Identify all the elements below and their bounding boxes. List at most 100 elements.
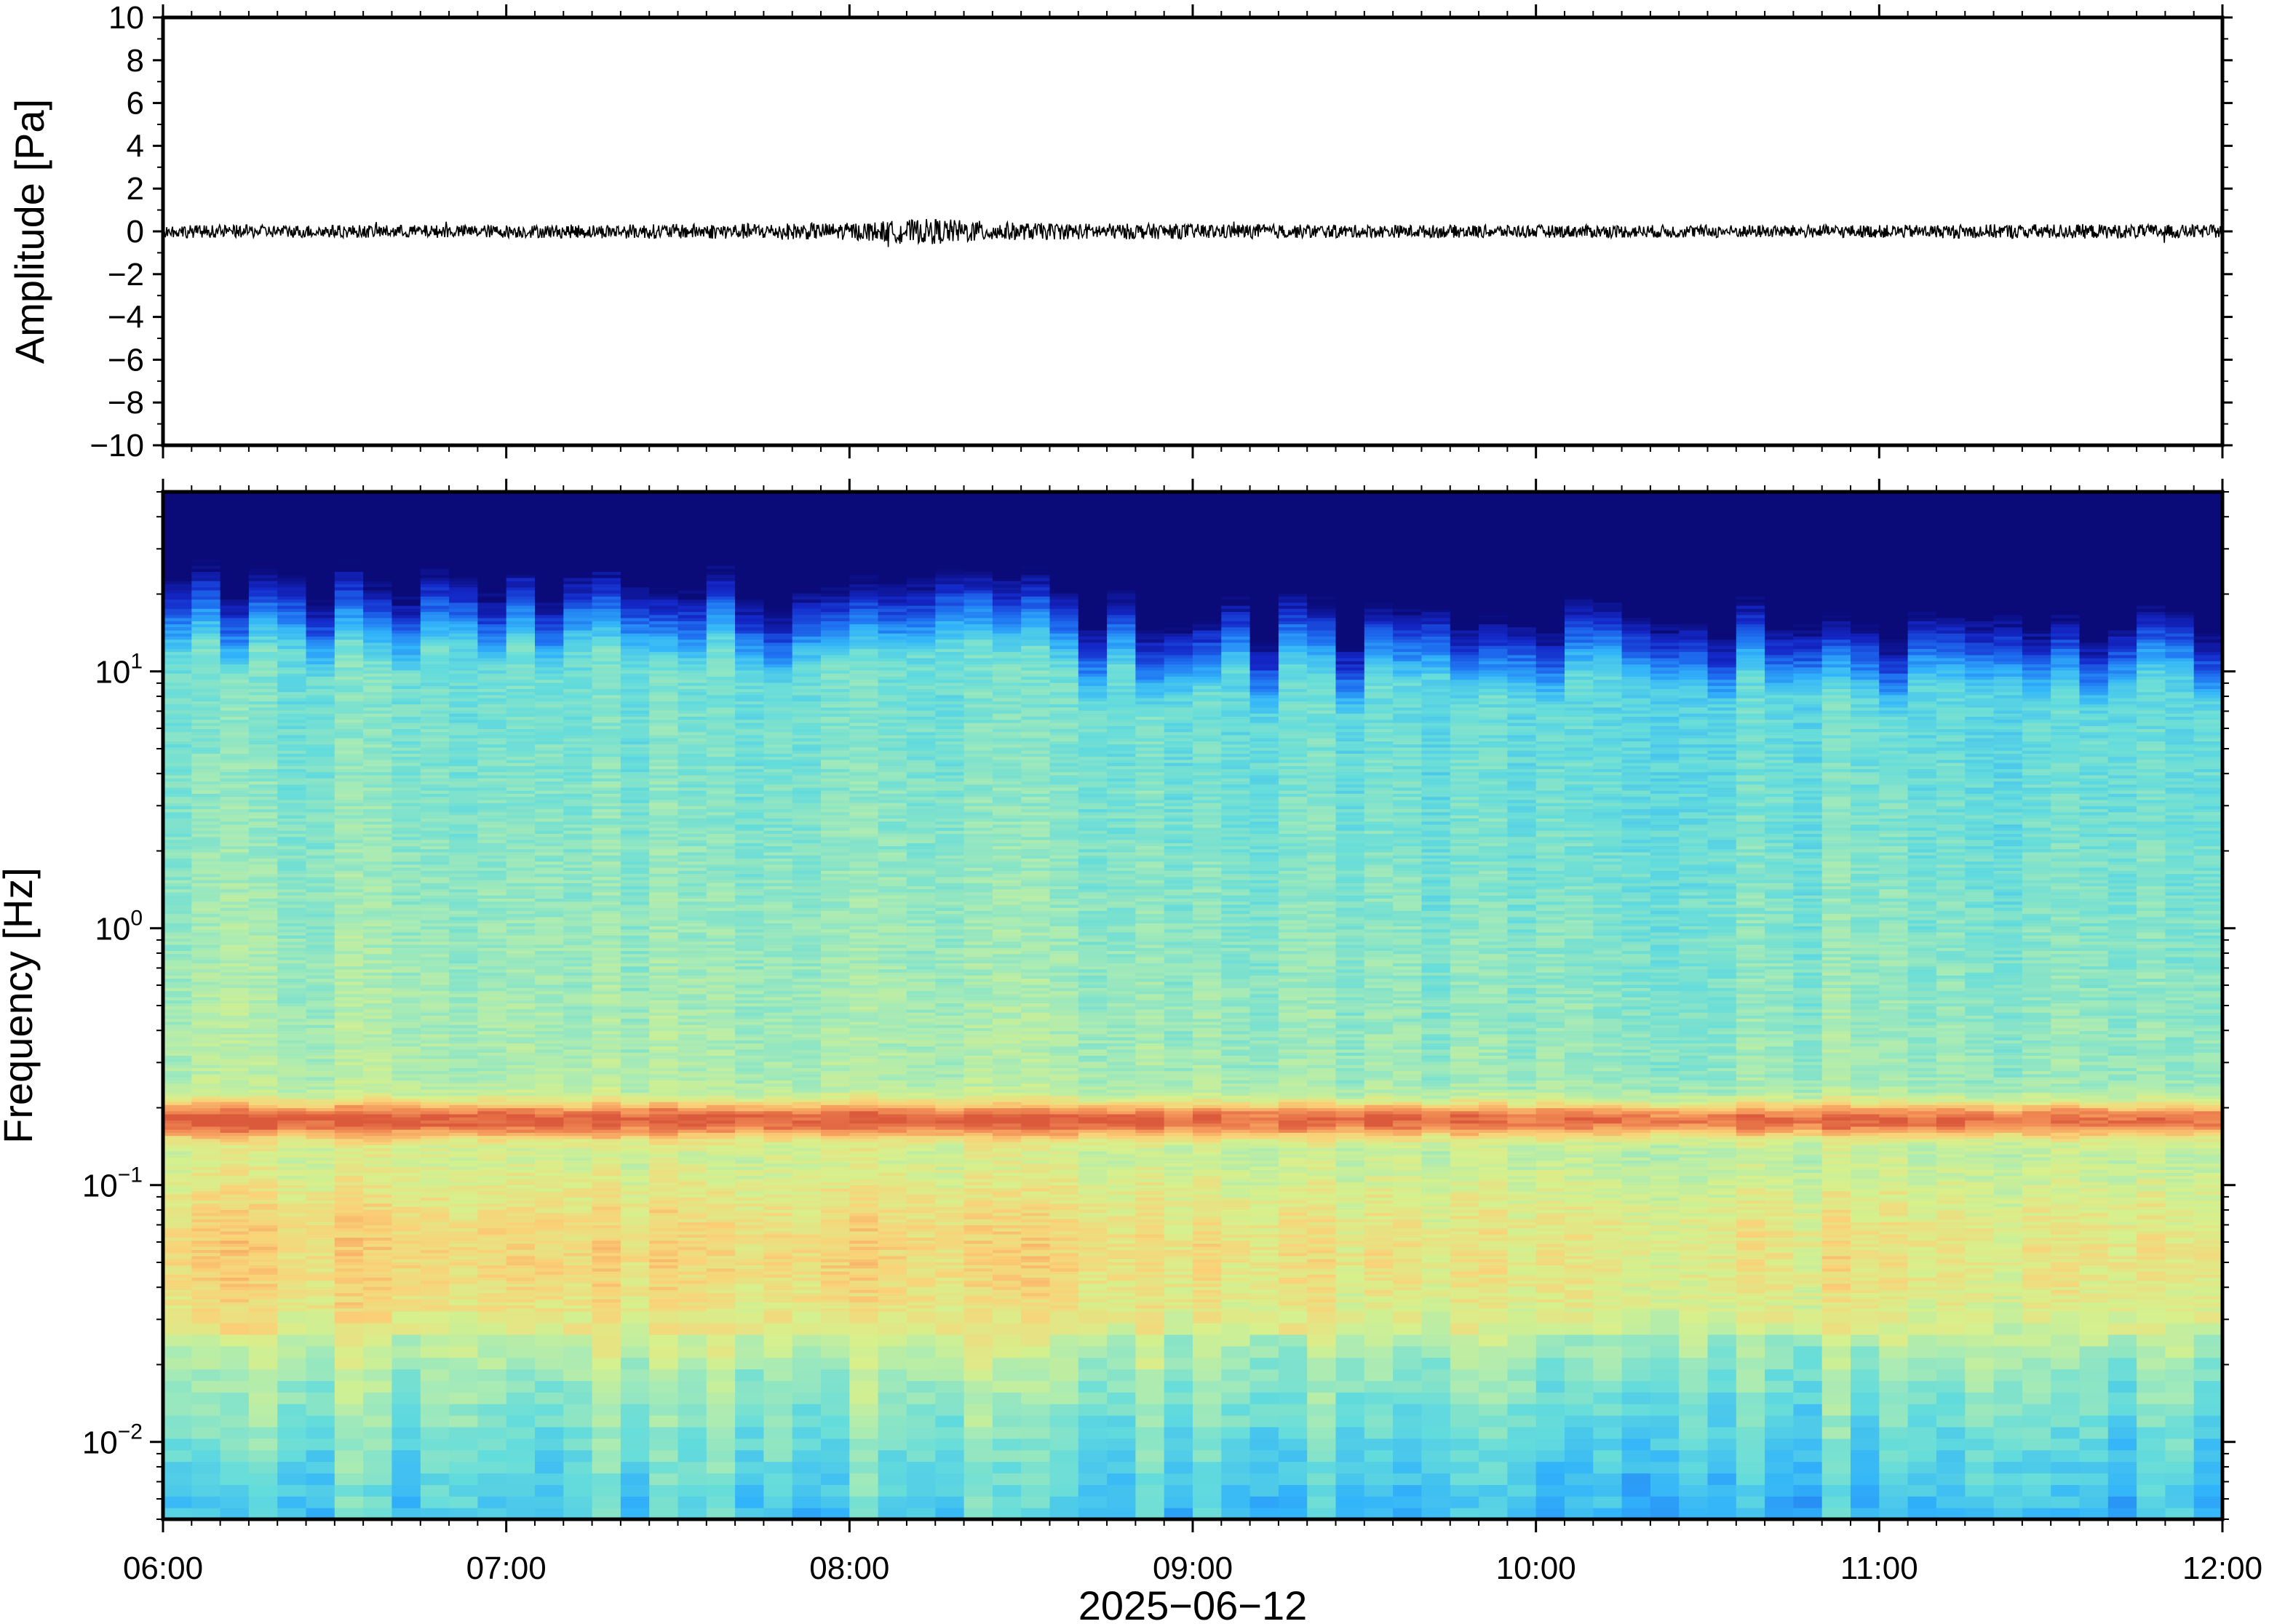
spectrogram-cell bbox=[248, 666, 278, 671]
spectrogram-cell bbox=[506, 1246, 536, 1250]
spectrogram-cell bbox=[449, 738, 478, 741]
spectrogram-cell bbox=[477, 1107, 507, 1112]
spectrogram-cell bbox=[592, 1357, 621, 1370]
spectrogram-cell bbox=[506, 759, 536, 763]
spectrogram-cell bbox=[563, 701, 593, 705]
spectrogram-cell bbox=[334, 503, 364, 507]
spectrogram-cell bbox=[220, 1345, 250, 1358]
spectrogram-cell bbox=[306, 544, 335, 548]
spectrogram-cell bbox=[535, 1289, 564, 1294]
spectrogram-cell bbox=[535, 796, 564, 800]
spectrogram-cell bbox=[535, 1169, 564, 1173]
spectrogram-cell bbox=[248, 562, 278, 566]
spectrogram-cell bbox=[506, 768, 536, 773]
spectrogram-cell bbox=[220, 768, 250, 773]
spectrogram-cell bbox=[506, 1449, 536, 1462]
spectrogram-panel: 06:00 07:00 08:00 09:00 10:00 11:00 12:0010−21… bbox=[0, 479, 2262, 1624]
spectrogram-cell bbox=[592, 756, 621, 760]
spectrogram-cell bbox=[363, 614, 392, 618]
spectrogram-cell bbox=[563, 1243, 593, 1247]
spectrogram-cell bbox=[592, 1003, 621, 1007]
spectrogram-cell bbox=[420, 648, 450, 653]
spectrogram-cell bbox=[449, 741, 478, 745]
spectrogram-cell bbox=[277, 984, 307, 988]
spectrogram-cell bbox=[392, 781, 421, 785]
spectrogram-cell bbox=[592, 1369, 621, 1381]
spectrogram-cell bbox=[220, 744, 250, 748]
spectrogram-cell bbox=[191, 571, 221, 576]
spectrogram-cell bbox=[163, 1132, 192, 1137]
spectrogram-cell bbox=[592, 1215, 621, 1219]
spectrogram-cell bbox=[563, 506, 593, 511]
spectrogram-cell bbox=[363, 589, 392, 594]
spectrogram-cell bbox=[535, 898, 564, 902]
spectrogram-cell bbox=[248, 808, 278, 813]
spectrogram-cell bbox=[477, 855, 507, 859]
spectrogram-cell bbox=[363, 1033, 392, 1038]
spectrogram-cell bbox=[220, 1209, 250, 1214]
spectrogram-cell bbox=[248, 1449, 278, 1462]
spectrogram-cell bbox=[392, 901, 421, 905]
spectrogram-cell bbox=[277, 1126, 307, 1130]
spectrogram-cell bbox=[163, 1073, 192, 1078]
spectrogram-cell bbox=[535, 565, 564, 569]
spectrogram-cell bbox=[506, 501, 536, 504]
spectrogram-cell bbox=[363, 1157, 392, 1161]
spectrogram-cell bbox=[220, 1289, 250, 1294]
spectrogram-cell bbox=[191, 589, 221, 594]
spectrogram-cell bbox=[620, 1086, 650, 1090]
spectrogram-cell bbox=[563, 1203, 593, 1207]
spectrogram-cell bbox=[334, 990, 364, 995]
spectrogram-cell bbox=[191, 1225, 221, 1229]
spectrogram-cell bbox=[620, 1212, 650, 1217]
spectrogram-cell bbox=[535, 975, 564, 979]
spectrogram-cell bbox=[592, 691, 621, 696]
spectrogram-cell bbox=[592, 1274, 621, 1278]
spectrogram-cell bbox=[334, 984, 364, 988]
spectrogram-cell bbox=[620, 845, 650, 850]
spectrogram-cell bbox=[277, 544, 307, 548]
spectrogram-cell bbox=[392, 731, 421, 736]
spectrogram-cell bbox=[248, 661, 278, 665]
spectrogram-cell bbox=[277, 1147, 307, 1152]
spectrogram-cell bbox=[363, 1110, 392, 1115]
spectrogram-cell bbox=[477, 1243, 507, 1247]
spectrogram-cell bbox=[392, 571, 421, 576]
spectrogram-cell bbox=[163, 1299, 192, 1302]
spectrogram-cell bbox=[506, 1107, 536, 1112]
amplitude-y-tick-label: 10 bbox=[108, 0, 144, 36]
spectrogram-cell bbox=[277, 725, 307, 729]
spectrogram-cell bbox=[392, 1190, 421, 1195]
spectrogram-cell bbox=[620, 1064, 650, 1068]
spectrogram-cell bbox=[563, 710, 593, 714]
spectrogram-cell bbox=[306, 1145, 335, 1149]
spectrogram-cell bbox=[248, 775, 278, 779]
spectrogram-cell bbox=[449, 1064, 478, 1068]
spectrogram-cell bbox=[363, 537, 392, 541]
spectrogram-cell bbox=[420, 1107, 450, 1112]
spectrogram-cell bbox=[592, 864, 621, 868]
spectrogram-cell bbox=[363, 1404, 392, 1416]
spectrogram-cell bbox=[506, 639, 536, 643]
spectrogram-cell bbox=[220, 1058, 250, 1062]
spectrogram-cell bbox=[277, 654, 307, 658]
spectrogram-cell bbox=[334, 574, 364, 578]
spectrogram-cell bbox=[620, 1473, 650, 1485]
spectrogram-cell bbox=[191, 928, 221, 933]
spectrogram-cell bbox=[163, 993, 192, 998]
spectrogram-cell bbox=[506, 728, 536, 733]
spectrogram-cell bbox=[363, 781, 392, 785]
spectrogram-cell bbox=[220, 584, 250, 588]
spectrogram-cell bbox=[449, 765, 478, 770]
spectrogram-cell bbox=[563, 851, 593, 856]
spectrogram-cell bbox=[248, 981, 278, 985]
spectrogram-cell bbox=[449, 888, 478, 893]
spectrogram-cell bbox=[191, 892, 221, 896]
spectrogram-cell bbox=[477, 1092, 507, 1096]
spectrogram-cell bbox=[506, 873, 536, 877]
spectrogram-cell bbox=[535, 990, 564, 995]
spectrogram-cell bbox=[191, 750, 221, 754]
spectrogram-cell bbox=[220, 1092, 250, 1096]
spectrogram-cell bbox=[191, 516, 221, 520]
spectrogram-cell bbox=[620, 1080, 650, 1084]
